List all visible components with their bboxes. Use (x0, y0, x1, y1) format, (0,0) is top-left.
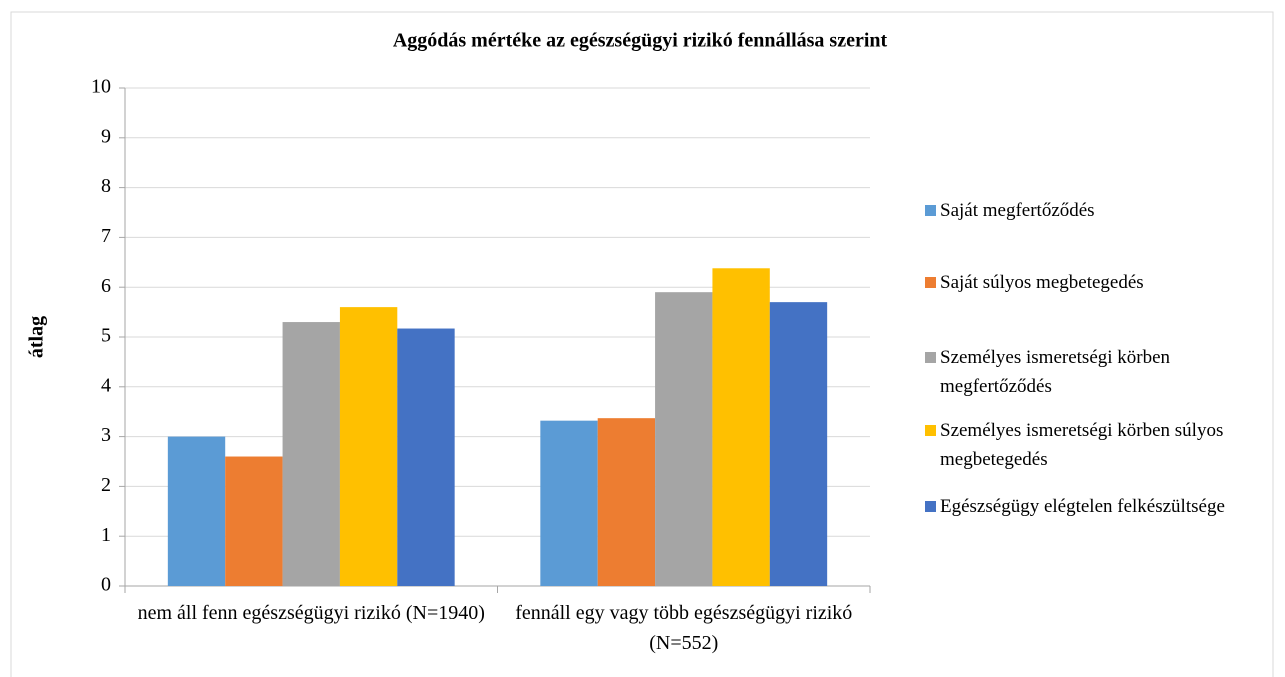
y-tick-label: 10 (91, 76, 111, 98)
y-tick-label: 3 (101, 424, 111, 446)
y-tick-label: 6 (101, 275, 111, 297)
legend-label: Saját súlyos megbetegedés (940, 272, 1144, 293)
legend-swatch (925, 501, 936, 512)
y-tick-label: 2 (101, 474, 111, 496)
chart-border (10, 11, 1274, 677)
y-tick-label: 8 (101, 175, 111, 197)
legend-label: Személyes ismeretségi körben súlyos megb… (940, 420, 1224, 470)
y-tick-label: 1 (101, 524, 111, 546)
bar (712, 268, 770, 586)
bar (769, 302, 828, 586)
legend-swatch (925, 352, 936, 363)
legend-swatch (925, 277, 936, 288)
chart-title: Aggódás mértéke az egészségügyi rizikó f… (393, 30, 888, 52)
bar (597, 418, 656, 586)
y-tick-label: 5 (101, 325, 111, 347)
legend-label: Saját megfertőződés (940, 200, 1095, 221)
legend-swatch (925, 205, 936, 216)
bar (655, 292, 713, 586)
y-tick-label: 4 (101, 374, 111, 396)
legend-swatch (925, 425, 936, 436)
y-tick-label: 0 (101, 574, 111, 596)
y-axis-label: átlag (26, 316, 48, 358)
y-tick-label: 9 (101, 125, 111, 147)
bar (397, 328, 455, 586)
bar (339, 307, 398, 586)
legend-label: Egészségügy elégtelen felkészültsége (940, 496, 1225, 517)
y-tick-label: 7 (101, 225, 111, 247)
x-tick-label: fennáll egy vagy több egészségügyi rizik… (515, 602, 853, 654)
bar (167, 436, 226, 586)
bar (225, 456, 283, 586)
legend-label: Személyes ismeretségi körben megfertőződ… (940, 347, 1171, 397)
bar (540, 420, 598, 586)
bar (282, 322, 340, 586)
x-tick-label: nem áll fenn egészségügyi rizikó (N=1940… (137, 602, 485, 624)
